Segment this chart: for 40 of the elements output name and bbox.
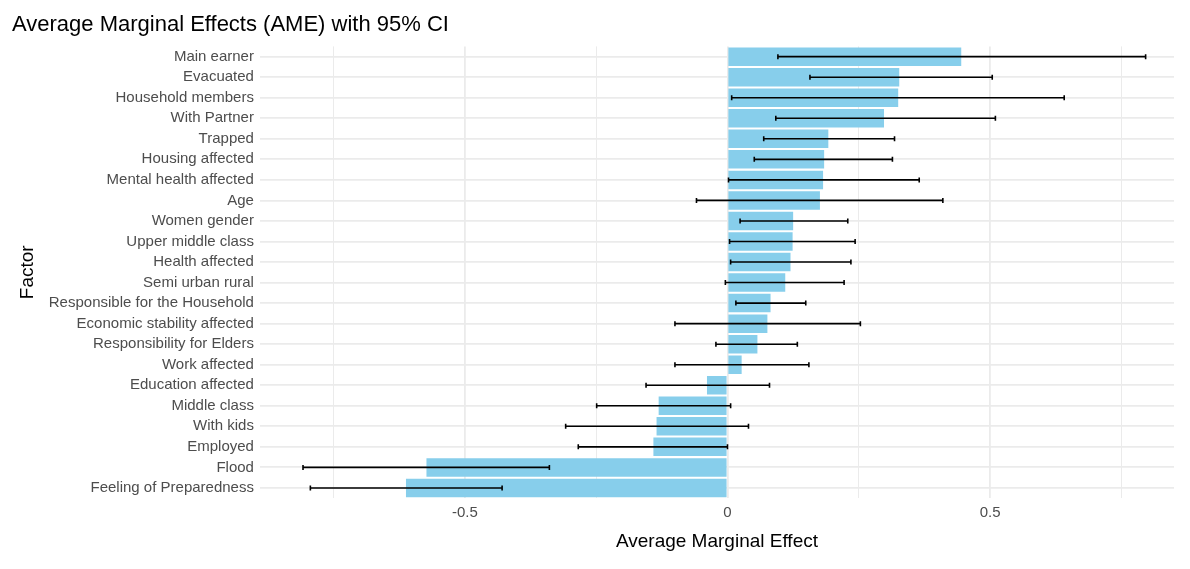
y-tick-label: Women gender <box>151 211 254 229</box>
x-tick-label: -0.5 <box>451 503 478 521</box>
bar <box>426 458 727 477</box>
y-tick-label: Evacuated <box>183 67 254 85</box>
y-tick-label: Work affected <box>161 354 254 372</box>
y-tick-label: Middle class <box>171 395 254 413</box>
x-tick-label: 0.5 <box>979 503 1001 521</box>
y-tick-label: Education affected <box>129 375 254 393</box>
y-tick-label: Household members <box>115 87 254 105</box>
bar <box>728 273 786 292</box>
y-tick-label: Semi urban rural <box>143 272 254 290</box>
y-tick-label: Housing affected <box>141 149 254 167</box>
y-tick-label: Flood <box>216 457 254 475</box>
bar <box>728 109 885 128</box>
bar <box>728 67 900 87</box>
bar <box>656 417 727 436</box>
y-tick-label: Upper middle class <box>126 231 254 249</box>
bar <box>405 478 727 498</box>
y-tick-label: Health affected <box>153 252 254 270</box>
y-tick-label: Responsibility for Elders <box>93 334 254 352</box>
bar <box>728 47 962 66</box>
y-tick-label: Mental health affected <box>106 170 254 188</box>
x-axis-title: Average Marginal Effect <box>615 529 819 551</box>
y-tick-label: Employed <box>187 437 254 454</box>
bar <box>728 150 825 169</box>
chart-title: Average Marginal Effects (AME) with 95% CI <box>12 11 449 37</box>
y-tick-label: With kids <box>193 416 254 434</box>
y-tick-label: Responsible for the Household <box>48 293 254 311</box>
y-tick-label: Trapped <box>198 128 254 146</box>
bar <box>728 191 820 210</box>
bar <box>728 314 768 333</box>
y-tick-label: Age <box>227 190 254 208</box>
y-axis-title: Factor <box>15 244 37 300</box>
y-tick-label: Feeling of Preparedness <box>90 478 254 496</box>
x-tick-label: 0 <box>723 503 732 521</box>
y-tick-label: With Partner <box>170 108 254 126</box>
bar <box>728 129 829 149</box>
bar <box>728 232 793 251</box>
y-tick-label: Economic stability affected <box>76 313 254 331</box>
y-tick-label: Main earner <box>173 46 254 64</box>
